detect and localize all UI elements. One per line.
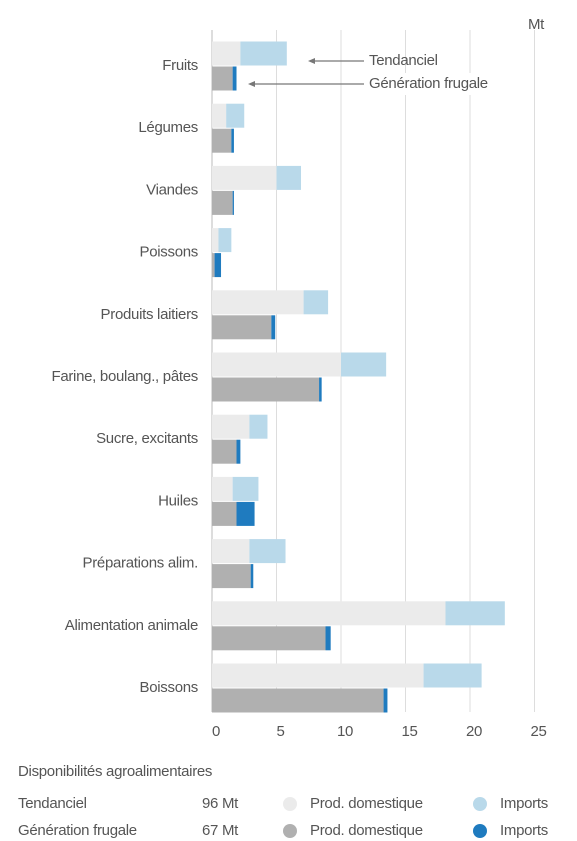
bar bbox=[232, 190, 234, 215]
y-tick-label: Poissons bbox=[140, 244, 198, 261]
bar bbox=[212, 165, 277, 190]
bar bbox=[212, 688, 384, 713]
unit-label: Mt bbox=[528, 16, 545, 33]
bar bbox=[212, 190, 233, 215]
bar bbox=[325, 626, 331, 651]
x-tick-label: 15 bbox=[401, 723, 417, 740]
annotation: Tendanciel bbox=[369, 52, 438, 69]
bar bbox=[319, 377, 322, 402]
bar bbox=[212, 290, 304, 315]
bar bbox=[249, 414, 268, 439]
y-tick-label: Légumes bbox=[138, 119, 198, 136]
y-tick-label: Fruits bbox=[162, 57, 198, 74]
bar bbox=[212, 41, 241, 66]
bar bbox=[212, 501, 237, 526]
y-tick-label: Viandes bbox=[146, 181, 198, 198]
legend-scenario: Tendanciel bbox=[18, 795, 87, 812]
bar bbox=[423, 663, 482, 688]
y-tick-label: Boissons bbox=[140, 679, 198, 696]
bar bbox=[240, 41, 287, 66]
y-tick-label: Préparations alim. bbox=[83, 555, 199, 572]
bar bbox=[341, 352, 387, 377]
bar bbox=[236, 501, 255, 526]
annotation-arrowhead bbox=[248, 81, 255, 87]
bar bbox=[232, 66, 237, 91]
x-tick-label: 25 bbox=[530, 723, 546, 740]
x-tick-label: 5 bbox=[276, 723, 284, 740]
bar bbox=[212, 663, 424, 688]
bar bbox=[276, 165, 302, 190]
legend-label: Prod. domestique bbox=[310, 795, 423, 812]
bar bbox=[214, 253, 222, 278]
legend-swatch bbox=[283, 797, 297, 811]
x-tick-label: 10 bbox=[337, 723, 353, 740]
legend: Tendanciel 96 Mt Prod. domestique Imports Gé… bbox=[18, 795, 548, 839]
x-tick-label: 0 bbox=[212, 723, 220, 740]
bar bbox=[445, 601, 505, 626]
bar bbox=[212, 128, 232, 153]
bar bbox=[250, 564, 254, 589]
annotation-arrowhead bbox=[308, 58, 315, 64]
bar bbox=[212, 476, 233, 501]
x-tick-label: 20 bbox=[466, 723, 482, 740]
bar bbox=[249, 539, 286, 564]
bar bbox=[226, 103, 245, 128]
bar bbox=[212, 439, 237, 464]
y-tick-label: Sucre, excitants bbox=[96, 430, 198, 447]
bar bbox=[212, 539, 250, 564]
y-tick-label: Farine, boulang., pâtes bbox=[51, 368, 198, 385]
legend-label: Imports bbox=[500, 822, 548, 839]
y-tick-label: Alimentation animale bbox=[65, 617, 198, 634]
legend-swatch bbox=[283, 824, 297, 838]
annotations: Tendanciel Génération frugale bbox=[248, 52, 520, 95]
bars bbox=[212, 41, 505, 713]
bar bbox=[271, 315, 276, 340]
bar bbox=[212, 601, 446, 626]
bar bbox=[212, 253, 215, 278]
legend-swatch bbox=[473, 797, 487, 811]
bar bbox=[212, 66, 233, 91]
annotation: Génération frugale bbox=[369, 75, 488, 92]
legend-scenario: Génération frugale bbox=[18, 822, 137, 839]
legend-total: 67 Mt bbox=[202, 822, 239, 839]
y-tick-label: Produits laitiers bbox=[101, 306, 198, 323]
bar bbox=[218, 228, 232, 253]
bar bbox=[212, 377, 320, 402]
y-tick-label: Huiles bbox=[158, 492, 198, 509]
bar bbox=[232, 476, 259, 501]
legend-label: Prod. domestique bbox=[310, 822, 423, 839]
bar bbox=[212, 564, 251, 589]
footer-title: Disponibilités agroalimentaires bbox=[18, 763, 212, 780]
bar bbox=[212, 315, 272, 340]
bar bbox=[303, 290, 329, 315]
bar bbox=[212, 626, 326, 651]
legend-label: Imports bbox=[500, 795, 548, 812]
bar bbox=[212, 414, 250, 439]
bar bbox=[212, 228, 219, 253]
legend-total: 96 Mt bbox=[202, 795, 239, 812]
legend-swatch bbox=[473, 824, 487, 838]
bar bbox=[212, 352, 341, 377]
annotation-bg bbox=[366, 73, 520, 95]
bar bbox=[212, 103, 227, 128]
bar bbox=[236, 439, 241, 464]
bar bbox=[383, 688, 388, 713]
bar bbox=[231, 128, 234, 153]
